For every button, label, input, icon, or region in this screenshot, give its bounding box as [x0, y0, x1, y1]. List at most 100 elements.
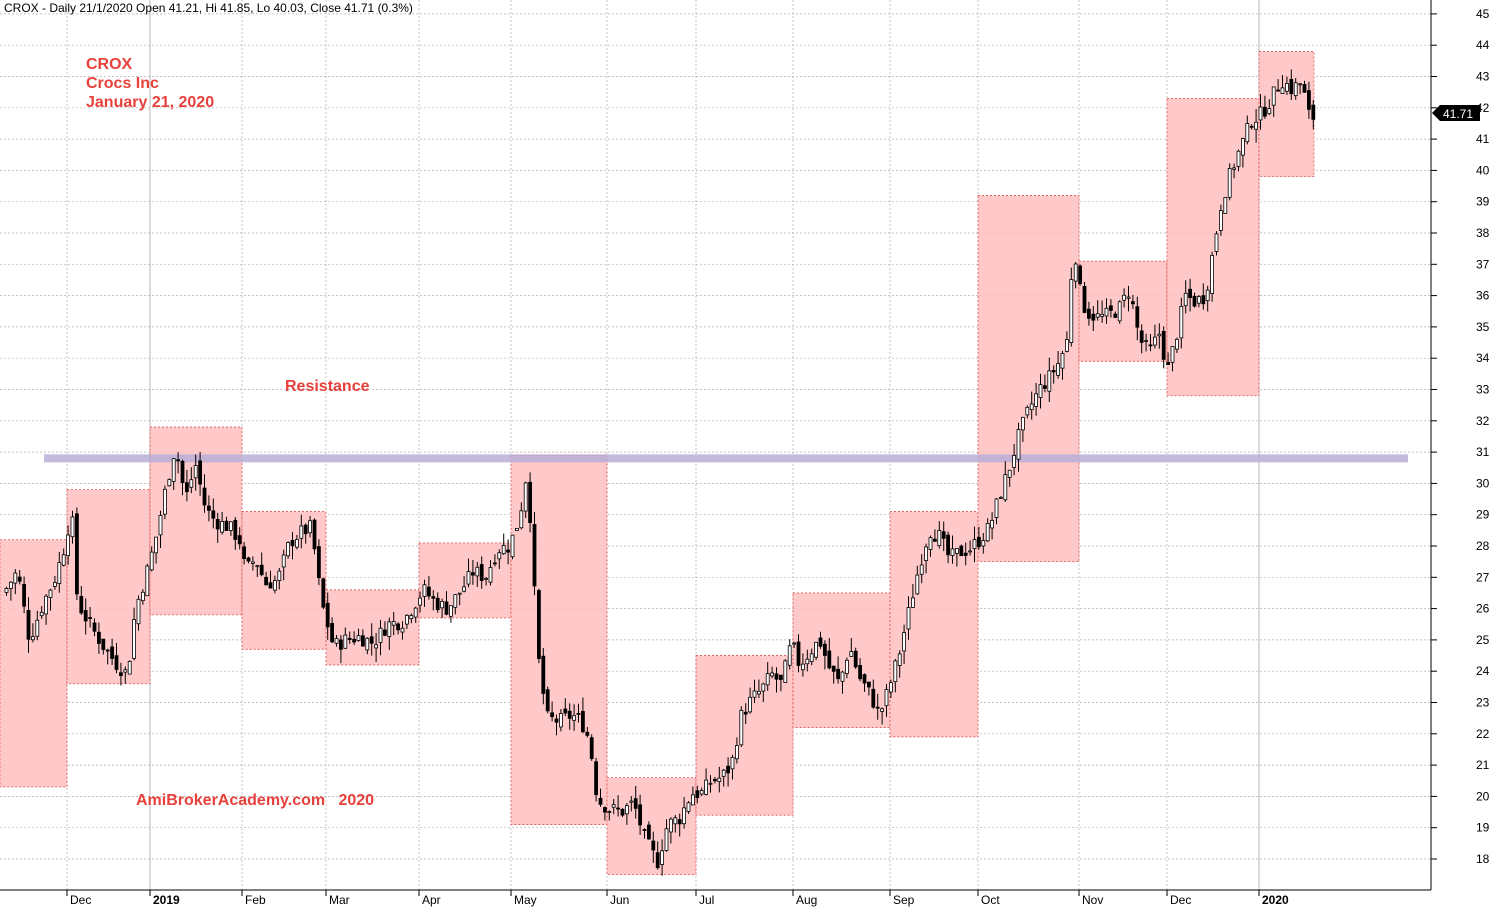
month-range-box-7: [606, 777, 697, 876]
candle-body-226: [999, 496, 1003, 499]
candle-178: [787, 639, 792, 670]
candle-body-209: [924, 546, 928, 561]
candle-body-83: [369, 636, 374, 644]
candle-body-188: [831, 665, 836, 672]
resistance-label: Resistance: [285, 378, 370, 395]
candle-277: [1223, 196, 1228, 215]
y-tick-label-31: 31: [1476, 445, 1490, 459]
candle-body-189: [836, 668, 840, 680]
y-tick-label-40: 40: [1476, 163, 1490, 177]
candle-121: [537, 588, 541, 664]
candle-156: [691, 786, 695, 806]
candle-288: [1271, 86, 1276, 117]
candle-280: [1236, 149, 1241, 172]
candle-body-60: [268, 582, 273, 589]
candle-body-263: [1161, 330, 1166, 360]
candle-18: [83, 598, 88, 635]
candle-body-277: [1223, 197, 1228, 214]
candle-body-142: [629, 800, 634, 803]
candle-body-128: [567, 710, 572, 719]
month-range-box-14: [1258, 51, 1315, 178]
candle-body-55: [246, 557, 251, 562]
candle-173: [765, 662, 770, 691]
candle-body-69: [308, 520, 313, 534]
candle-body-56: [250, 561, 255, 564]
candle-body-11: [53, 582, 57, 587]
candle-body-203: [897, 653, 902, 666]
candle-body-272: [1201, 295, 1206, 305]
candle-body-133: [589, 737, 594, 760]
y-tick-label-24: 24: [1476, 664, 1490, 678]
candle-73: [325, 592, 330, 640]
candle-body-28: [127, 661, 132, 675]
x-tick-label-1: 2019: [153, 893, 180, 907]
candle-245: [1082, 282, 1087, 314]
last-price-value: 41.71: [1443, 107, 1473, 121]
candle-248: [1095, 300, 1100, 321]
candle-159: [704, 768, 708, 796]
candle-body-17: [79, 595, 84, 614]
candle-154: [682, 797, 686, 829]
candle-282: [1245, 115, 1250, 145]
x-tick-label-9: Sep: [893, 893, 915, 907]
candle-body-291: [1285, 83, 1289, 92]
candle-266: [1175, 337, 1179, 353]
candle-43: [193, 454, 198, 491]
candle-108: [479, 556, 484, 589]
candle-body-234: [1034, 393, 1038, 407]
candle-body-27: [123, 669, 128, 673]
candle-body-32: [145, 565, 150, 597]
candle-13: [61, 548, 66, 567]
candle-143: [633, 785, 638, 819]
candle-body-223: [985, 522, 990, 542]
candle-79: [352, 631, 357, 646]
candle-body-121: [537, 590, 541, 660]
candle-227: [1003, 461, 1008, 502]
candle-body-165: [730, 756, 735, 770]
candle-259: [1144, 333, 1148, 352]
candle-body-195: [862, 674, 867, 684]
candle-64: [286, 541, 291, 559]
candle-body-63: [281, 554, 286, 568]
candle-145: [642, 828, 647, 839]
candle-235: [1038, 373, 1043, 409]
candle-body-219: [968, 550, 972, 553]
candle-body-200: [884, 689, 889, 707]
candle-body-8: [39, 611, 44, 617]
candle-205: [906, 596, 911, 640]
candle-111: [492, 554, 497, 567]
candle-body-270: [1192, 295, 1197, 307]
candle-body-72: [321, 578, 326, 608]
candle-221: [977, 526, 981, 550]
candle-body-147: [651, 840, 656, 851]
candle-body-185: [818, 637, 823, 647]
candle-180: [796, 634, 801, 673]
candle-body-52: [233, 519, 238, 540]
y-tick-label-43: 43: [1476, 70, 1490, 84]
candle-body-242: [1069, 279, 1074, 343]
candle-102: [453, 594, 458, 615]
candle-body-202: [893, 660, 898, 683]
candle-body-218: [963, 552, 968, 556]
candle-90: [400, 621, 405, 640]
candle-42: [189, 467, 194, 494]
x-tick-label-5: May: [514, 893, 537, 907]
candle-body-232: [1025, 406, 1030, 416]
candle-body-271: [1197, 296, 1201, 304]
candle-200: [884, 684, 889, 717]
candle-body-9: [44, 595, 48, 615]
candle-240: [1060, 351, 1065, 380]
candle-body-284: [1254, 121, 1258, 130]
candle-body-215: [950, 548, 955, 556]
candle-179: [792, 641, 796, 648]
candle-body-113: [501, 545, 506, 555]
candle-body-227: [1003, 474, 1008, 501]
y-tick-label-21: 21: [1476, 758, 1490, 772]
candle-body-166: [735, 745, 739, 760]
candle-169: [748, 687, 752, 714]
candle-body-199: [880, 708, 884, 712]
candle-291: [1285, 76, 1289, 96]
candle-body-275: [1214, 233, 1219, 252]
candle-276: [1219, 204, 1223, 236]
candle-84: [374, 632, 379, 662]
